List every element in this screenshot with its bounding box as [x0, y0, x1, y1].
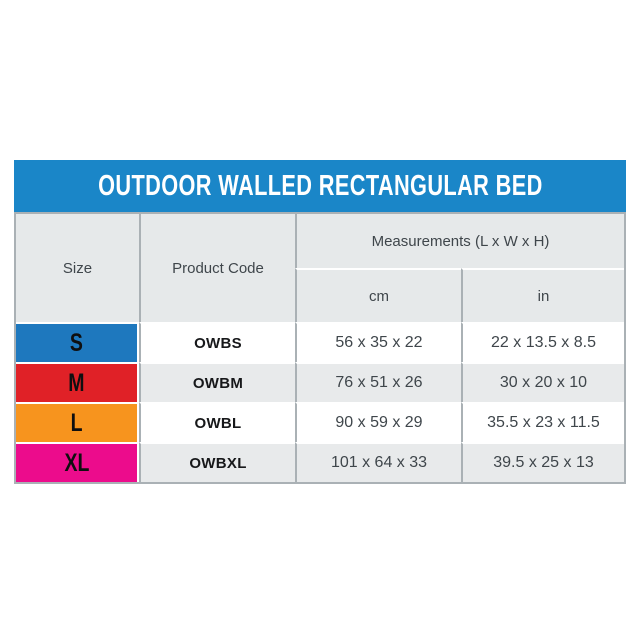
- size-badge-l: L: [16, 402, 139, 442]
- column-header-in: in: [461, 268, 624, 322]
- measurement-cm-cell: 90 x 59 x 29: [295, 402, 461, 442]
- column-header-cm: cm: [295, 268, 461, 322]
- product-code-cell: OWBL: [139, 402, 295, 442]
- measurement-cm-cell: 76 x 51 x 26: [295, 362, 461, 402]
- column-header-product-code: Product Code: [139, 214, 295, 322]
- measurement-cm-cell: 56 x 35 x 22: [295, 322, 461, 362]
- product-code-cell: OWBS: [139, 322, 295, 362]
- size-label: S: [69, 328, 84, 357]
- product-code-cell: OWBXL: [139, 442, 295, 482]
- spec-table: Size Product Code Measurements (L x W x …: [14, 212, 626, 484]
- measurement-in-cell: 30 x 20 x 10: [461, 362, 624, 402]
- size-badge-xl: XL: [16, 442, 139, 482]
- product-code-cell: OWBM: [139, 362, 295, 402]
- measurement-cm-cell: 101 x 64 x 33: [295, 442, 461, 482]
- chart-title-bar: OUTDOOR WALLED RECTANGULAR BED: [14, 160, 626, 212]
- size-label: XL: [64, 448, 89, 477]
- size-label: M: [68, 368, 85, 397]
- measurement-in-cell: 22 x 13.5 x 8.5: [461, 322, 624, 362]
- column-header-size: Size: [16, 214, 139, 322]
- column-header-measurements: Measurements (L x W x H): [295, 214, 624, 268]
- size-chart: OUTDOOR WALLED RECTANGULAR BED Size Prod…: [14, 160, 626, 484]
- measurement-in-cell: 39.5 x 25 x 13: [461, 442, 624, 482]
- size-badge-m: M: [16, 362, 139, 402]
- measurement-in-cell: 35.5 x 23 x 11.5: [461, 402, 624, 442]
- size-label: L: [70, 408, 83, 437]
- size-badge-s: S: [16, 322, 139, 362]
- chart-title: OUTDOOR WALLED RECTANGULAR BED: [97, 169, 543, 202]
